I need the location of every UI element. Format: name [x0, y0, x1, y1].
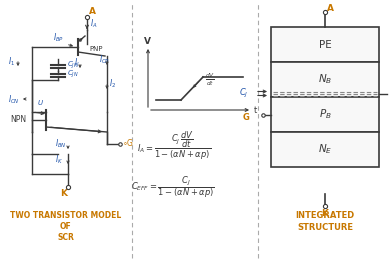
Text: $U$: $U$	[37, 98, 44, 107]
Text: $I_2$: $I_2$	[109, 78, 116, 90]
Text: $N_E$: $N_E$	[318, 143, 332, 156]
Bar	[271, 132, 379, 167]
Text: $C_J$: $C_J$	[239, 87, 248, 100]
Bar	[271, 27, 379, 62]
Text: TWO TRANSISTOR MODEL: TWO TRANSISTOR MODEL	[11, 211, 122, 220]
Text: $\circ$G: $\circ$G	[122, 137, 134, 148]
Text: $\frac{dV}{dt}$: $\frac{dV}{dt}$	[205, 72, 215, 88]
Text: OF: OF	[60, 222, 72, 231]
Text: $I_{CP}$: $I_{CP}$	[99, 53, 110, 66]
Text: V: V	[144, 37, 151, 46]
Text: $I_{BP}$: $I_{BP}$	[53, 31, 64, 43]
Bar	[271, 62, 379, 97]
Text: $I_J$: $I_J$	[74, 56, 80, 69]
Text: A: A	[89, 7, 96, 16]
Text: INTEGRATED: INTEGRATED	[295, 211, 355, 220]
Text: PE: PE	[319, 40, 332, 50]
Text: $I_A = \dfrac{C_J\,\dfrac{dV}{dt}}{1-(\alpha N+\alpha p)}$: $I_A = \dfrac{C_J\,\dfrac{dV}{dt}}{1-(\a…	[137, 130, 211, 162]
Text: $N_B$: $N_B$	[318, 73, 332, 86]
Text: SCR: SCR	[58, 233, 74, 242]
Text: $C_{JN}$: $C_{JN}$	[67, 69, 79, 80]
Text: C: C	[389, 90, 390, 99]
Text: $I_1$: $I_1$	[8, 55, 15, 68]
Text: $P_B$: $P_B$	[319, 108, 332, 121]
Text: K: K	[60, 189, 67, 198]
Text: $I_A$: $I_A$	[90, 18, 98, 30]
Text: NPN: NPN	[10, 116, 26, 124]
Text: $C_{EFF} = \dfrac{C_J}{1-(\alpha N+\alpha p)}$: $C_{EFF} = \dfrac{C_J}{1-(\alpha N+\alph…	[131, 174, 215, 199]
Text: $I_K$: $I_K$	[55, 153, 63, 166]
Text: STRUCTURE: STRUCTURE	[297, 223, 353, 232]
Text: $I_{CN}$: $I_{CN}$	[8, 93, 20, 106]
Text: $C_{JP}$: $C_{JP}$	[67, 60, 78, 71]
Text: A: A	[327, 4, 334, 13]
Text: $I_{BN}$: $I_{BN}$	[55, 138, 67, 150]
Bar	[271, 97, 379, 132]
Text: t: t	[254, 106, 257, 115]
Text: K: K	[321, 209, 328, 218]
Text: G: G	[243, 113, 250, 122]
Text: PNP: PNP	[89, 46, 103, 52]
